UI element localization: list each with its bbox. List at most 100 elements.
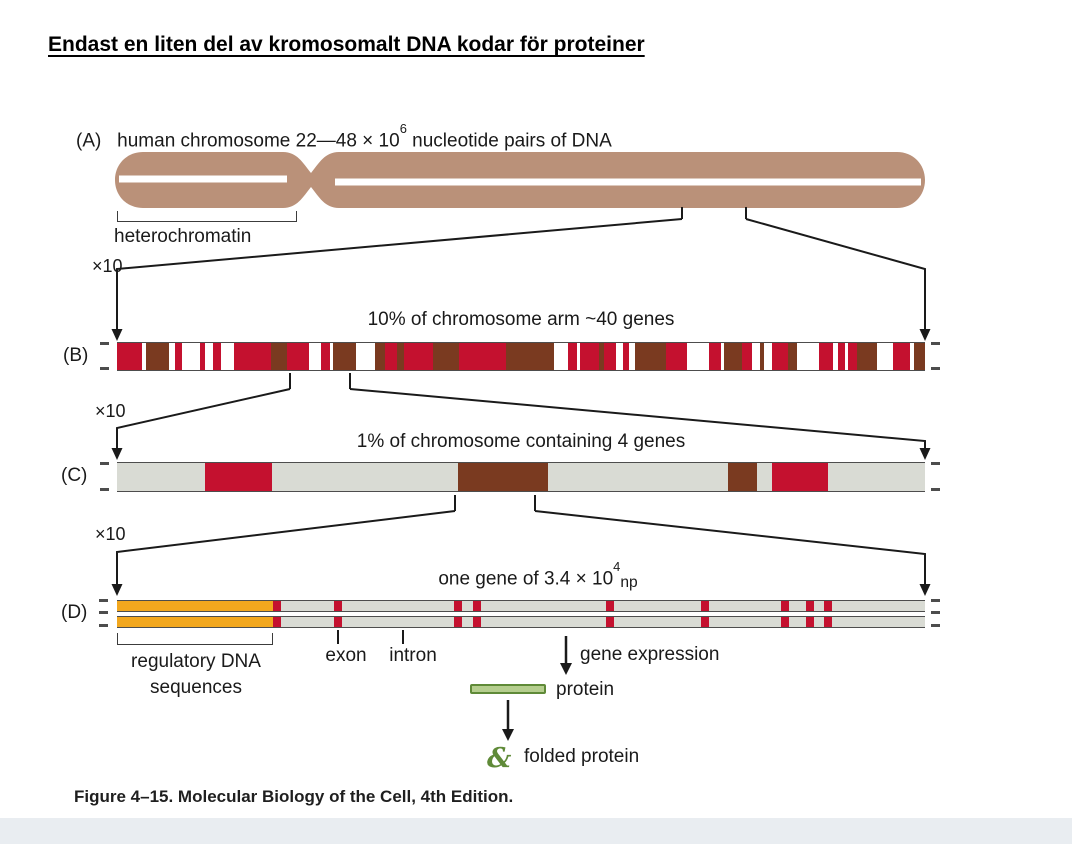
panel-a-letter: (A)	[76, 130, 102, 152]
chromatin-band-brown	[433, 343, 459, 370]
chromatin-band-white	[629, 343, 635, 370]
chromatin-band-brown	[599, 343, 605, 370]
chromatin-band-red	[708, 343, 721, 370]
continuation-dash	[100, 462, 109, 465]
connector-a-b-right	[745, 218, 926, 330]
chromatin-band-red	[741, 343, 752, 370]
exon-stripe	[473, 601, 482, 611]
panel-a-title-suffix: nucleotide pairs of DNA	[406, 130, 612, 152]
chromatin-band-red	[892, 343, 910, 370]
chromatin-band-red	[384, 343, 397, 370]
heterochromatin-bracket	[117, 211, 297, 222]
chromatin-band-white	[877, 343, 893, 370]
arrowhead-gene-expression	[560, 663, 572, 675]
arrowhead-c-left	[111, 448, 123, 460]
zoom-x10-label-a: ×10	[92, 256, 123, 276]
chromatin-band-red	[579, 343, 600, 370]
chromatin-band-white	[142, 343, 147, 370]
chromatin-band-red	[233, 343, 272, 370]
page-title: Endast en liten del av kromosomalt DNA k…	[48, 33, 645, 56]
continuation-dash	[931, 599, 940, 602]
continuation-dash	[100, 488, 109, 491]
panel-d-title-exponent: 4	[613, 558, 621, 574]
chromatin-band-gray	[272, 463, 458, 491]
chromatin-band-brown	[333, 343, 356, 370]
continuation-dash	[931, 488, 940, 491]
exon-stripe	[781, 601, 790, 611]
exon-stripe	[806, 601, 815, 611]
chromatin-band-white	[329, 343, 334, 370]
arrowhead-b-left	[111, 329, 123, 341]
chromatin-band-red	[458, 343, 506, 370]
exon-stripe	[453, 601, 462, 611]
chromatin-band-brown	[724, 343, 742, 370]
exon-stripe	[605, 617, 614, 627]
gene-strand-bottom	[117, 616, 925, 628]
exon-stripe	[272, 601, 281, 611]
chromatin-band-brown	[913, 343, 925, 370]
chromatin-band-red	[212, 343, 222, 370]
chromatin-band-gray	[117, 463, 206, 491]
arrowhead-folding	[502, 729, 514, 741]
chromatin-band-brown	[634, 343, 667, 370]
chromatin-band-white	[616, 343, 624, 370]
continuation-dash	[931, 367, 940, 370]
chromatin-band-white	[355, 343, 376, 370]
chromatin-band-white	[833, 343, 838, 370]
chromatin-band-red	[567, 343, 578, 370]
chromatid-gap-left	[119, 175, 287, 183]
chromatin-band-white	[308, 343, 321, 370]
chromatin-band-brown	[457, 463, 548, 491]
chromatin-band-white	[909, 343, 914, 370]
continuation-dash	[931, 462, 940, 465]
chromatin-band-brown	[759, 343, 765, 370]
chromatin-band-white	[204, 343, 213, 370]
chromatin-band-white	[221, 343, 234, 370]
continuation-dash	[99, 599, 108, 602]
continuation-dash	[100, 342, 109, 345]
continuation-dash	[931, 611, 940, 614]
chromatin-band-red	[837, 343, 846, 370]
arrowhead-d-right	[919, 584, 931, 596]
exon-stripe	[334, 601, 343, 611]
exon-stripe	[473, 617, 482, 627]
connector-c-d-left	[116, 510, 456, 585]
chromosome-22-drawing	[115, 152, 925, 208]
regulatory-dna-region	[117, 601, 273, 611]
heterochromatin-label: heterochromatin	[114, 226, 252, 247]
connector-b-c-left	[116, 388, 291, 449]
chromatin-band-gray	[828, 463, 926, 491]
panel-d-title-suffix: np	[620, 574, 638, 592]
chromatin-band-brown	[375, 343, 385, 370]
chromatin-band-brown	[787, 343, 797, 370]
panel-d-gene-bar	[117, 600, 925, 628]
panel-b-letter: (B)	[63, 345, 89, 366]
chromatin-band-red	[321, 343, 330, 370]
arrowhead-c-right	[919, 448, 931, 460]
panel-b-band-bar	[117, 342, 925, 371]
chromatin-band-white	[796, 343, 820, 370]
chromatin-band-white	[720, 343, 725, 370]
exon-stripe	[824, 601, 832, 611]
chromatin-band-white	[554, 343, 568, 370]
panel-a-title-exponent: 6	[399, 120, 407, 136]
chromatin-band-brown	[271, 343, 288, 370]
exon-stripe	[605, 601, 614, 611]
exon-stripe	[824, 617, 832, 627]
panel-b-title: 10% of chromosome arm ~40 genes	[367, 309, 675, 330]
chromatid-gap-right	[335, 178, 921, 186]
chromatin-band-brown	[396, 343, 405, 370]
arrowhead-b-right	[919, 329, 931, 341]
exon-stripe	[272, 617, 281, 627]
chromatin-band-red	[200, 343, 205, 370]
chromatin-band-red	[604, 343, 617, 370]
panel-d-title-prefix: one gene of 3.4 × 10	[438, 568, 614, 590]
continuation-dash	[99, 624, 108, 627]
regulatory-dna-region	[117, 617, 273, 627]
chromatin-band-white	[751, 343, 760, 370]
folded-protein-icon: &	[487, 743, 512, 774]
figure-caption: Figure 4–15. Molecular Biology of the Ce…	[74, 787, 514, 806]
regulatory-dna-bracket	[117, 633, 273, 645]
continuation-dash	[100, 367, 109, 370]
chromatin-band-red	[771, 343, 788, 370]
